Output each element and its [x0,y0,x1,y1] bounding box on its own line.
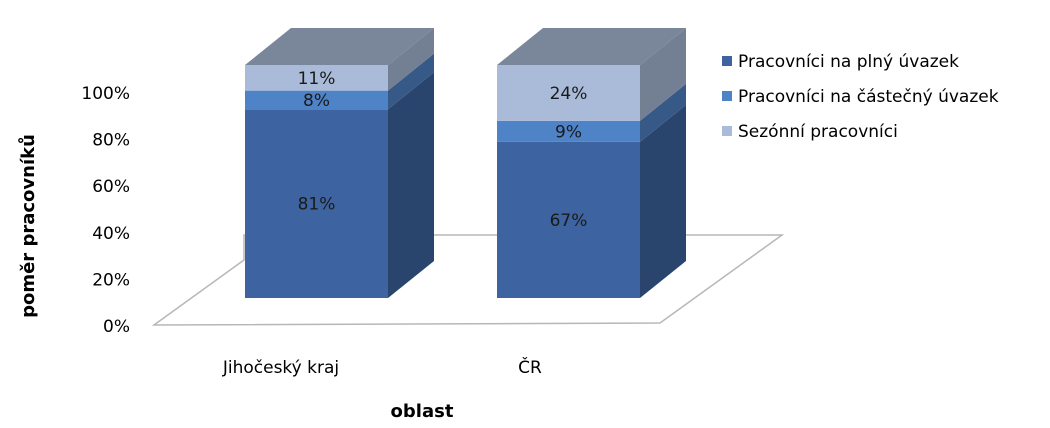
data-label: 24% [550,84,588,104]
y-tick-label: 100% [81,84,130,104]
y-tick-label: 60% [92,177,130,197]
bar-segment-side [640,28,686,121]
y-tick-label: 20% [92,270,130,290]
legend-swatch [722,56,732,66]
legend-entry: Sezónní pracovníci [738,122,898,142]
bar-segment-front [245,90,388,110]
legend-entry: Pracovníci na plný úvazek [738,52,959,72]
bar-top-face [497,28,686,65]
y-axis-label: poměr pracovníků [17,134,39,318]
data-label: 81% [298,195,336,215]
legend-entry: Pracovníci na částečný úvazek [738,87,999,107]
data-label: 8% [303,91,330,111]
legend-swatch [722,126,732,136]
y-tick-label: 80% [92,131,130,151]
bar-segment-front [497,141,640,298]
legend-swatch [722,91,732,101]
y-tick-label: 40% [92,224,130,244]
y-tick-label: 0% [103,317,130,337]
x-axis-label: oblast [391,401,454,422]
x-tick-label: ČR [518,356,542,378]
bar-segment-side [640,104,686,298]
bar-segment-front [497,65,640,121]
data-label: 9% [555,122,582,142]
data-label: 67% [550,211,588,231]
bar-segment-side [388,72,434,299]
bar-segment-side [388,28,434,91]
data-label: 11% [298,69,336,89]
bar-segment-front [497,120,640,142]
bar-segment-front [245,109,388,299]
bar-segment-front [245,65,388,91]
bar-segment-side [640,83,686,142]
x-tick-label: Jihočeský kraj [222,358,339,378]
bar-segment-side [388,53,434,110]
bar-top-face [245,28,434,65]
